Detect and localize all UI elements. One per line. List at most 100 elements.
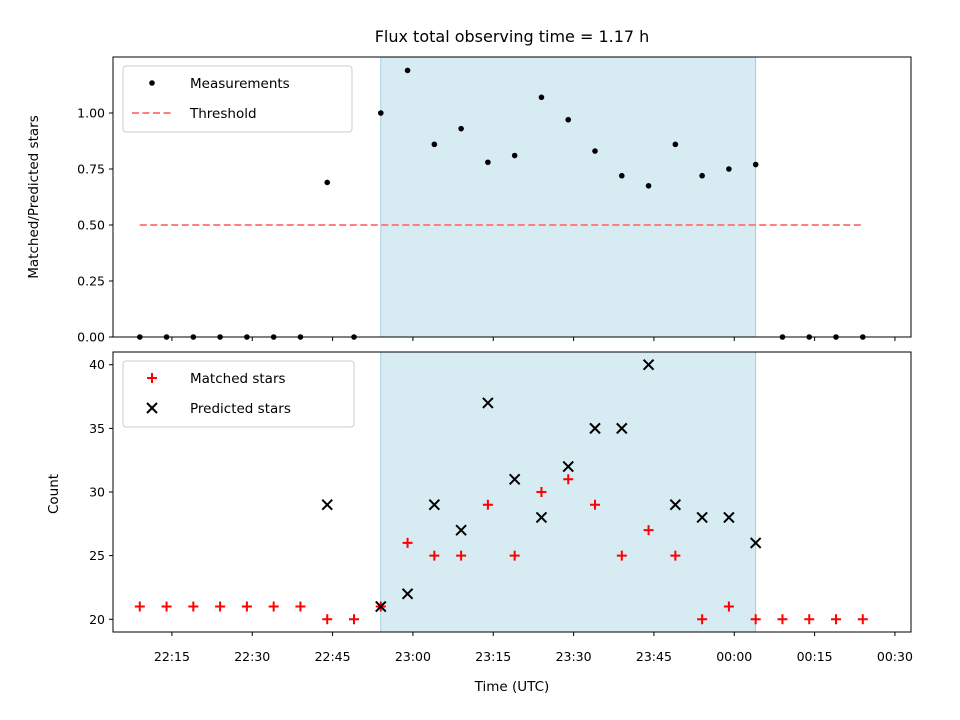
predicted-stars-point [535,511,548,524]
x-tick-label: 22:15 [154,649,190,664]
measurements-point [511,152,518,159]
measurements-point [806,334,813,340]
predicted-stars-point [642,359,655,371]
top-y-tick-label: 0.25 [77,274,105,289]
measurements-point [485,159,491,166]
top-y-tick-label: 0.00 [77,330,105,345]
matched-stars-point [831,614,842,625]
matched-stars-point [134,601,145,612]
predicted-stars-point [508,473,521,485]
matched-stars-point [857,614,868,625]
measurements-point [270,334,277,340]
matched-stars-point [697,614,708,625]
predicted-stars-point [669,499,682,511]
predicted-stars-point [375,600,387,613]
top-plot-frame [112,56,912,338]
matched-stars-point [804,614,815,625]
predicted-stars-point [723,511,735,524]
measurements-point [377,110,384,116]
matched-stars-legend-swatch [147,373,157,383]
x-tick-label: 00:15 [797,649,833,664]
measurements-point [458,125,464,132]
measurements-point [672,141,679,148]
matched-stars-point [215,601,226,612]
measurements-point [565,116,572,123]
threshold-legend-label: Threshold [189,106,257,122]
bottom-y-tick-label: 25 [89,548,105,563]
matched-stars-point [349,614,360,625]
predicted-stars-point [562,460,574,473]
chart-title: Flux total observing time = 1.17 h [375,27,650,46]
predicted-stars-legend-swatch [146,402,158,414]
matched-stars-point [188,601,199,612]
measurements-legend-label: Measurements [190,76,290,92]
x-axis-label: Time (UTC) [474,679,550,695]
matched-stars-point [590,499,601,510]
x-tick-label: 22:45 [315,649,351,664]
measurements-point [592,148,598,154]
predicted-stars-point [455,524,467,536]
matched-stars-point [295,601,306,612]
matched-stars-point [456,550,467,561]
measurements-point [217,334,223,340]
observing-window [380,56,757,338]
x-tick-label: 22:30 [234,649,270,664]
measurements-point [351,334,357,340]
measurements-point [190,334,197,340]
predicted-stars-legend-label: Predicted stars [190,401,291,417]
matched-stars-point [509,550,520,561]
x-tick-label: 23:30 [556,649,592,664]
x-tick-label: 00:00 [716,649,752,664]
x-tick-label: 23:15 [475,649,511,664]
bottom-legend [122,360,355,428]
x-tick-label: 23:45 [636,649,672,664]
x-tick-label: 00:30 [877,649,913,664]
top-panel: 0.00 0.25 0.50 0.75 1.00 Measurements Threshol… [77,56,912,345]
measurements-point [136,334,143,340]
measurements-point [431,141,438,148]
measurements-point [244,334,250,340]
bottom-y-axis-label: Count [46,474,62,514]
matched-stars-point [482,499,493,510]
measurements-point [699,172,705,179]
bottom-y-tick-label: 40 [89,357,105,372]
predicted-stars-point [616,422,628,435]
predicted-stars-point [482,397,494,409]
matched-stars-point [670,550,681,561]
matched-stars-point [402,537,413,548]
matched-stars-point [322,614,333,625]
bottom-y-tick-label: 30 [89,485,105,500]
predicted-stars-point [696,511,708,524]
top-y-tick-label: 0.50 [77,218,105,233]
measurements-point [404,67,411,74]
measurements-point [538,94,545,101]
matched-stars-point [777,614,788,625]
predicted-stars-point [428,499,441,511]
bottom-y-tick-label: 20 [89,612,105,627]
matched-stars-point [563,474,574,485]
top-y-axis-label: Matched/Predicted stars [26,115,42,278]
measurements-point [163,334,170,340]
measurements-point [779,334,786,340]
bottom-panel: 20 25 30 35 40 22:15 22:30 22:45 23:00 23:15 23:30… [89,351,913,664]
measurements-point [752,161,759,168]
measurements-point [726,166,732,172]
matched-stars-point [750,614,761,625]
measurements-point [297,334,304,340]
predicted-stars-point [749,537,762,549]
measurements-point [618,172,625,179]
top-y-tick-label: 0.75 [77,162,105,177]
measurements-point [833,334,839,340]
matched-stars-point [161,601,172,612]
matched-stars-point [241,601,252,612]
predicted-stars-point [401,588,414,600]
matched-stars-point [268,601,279,612]
matched-stars-point [616,550,627,561]
predicted-stars-point [321,499,333,511]
x-tick-label: 23:00 [395,649,431,664]
measurements-point [859,334,866,340]
observing-window [380,351,757,633]
matched-stars-point [429,550,440,561]
top-legend [122,65,353,133]
